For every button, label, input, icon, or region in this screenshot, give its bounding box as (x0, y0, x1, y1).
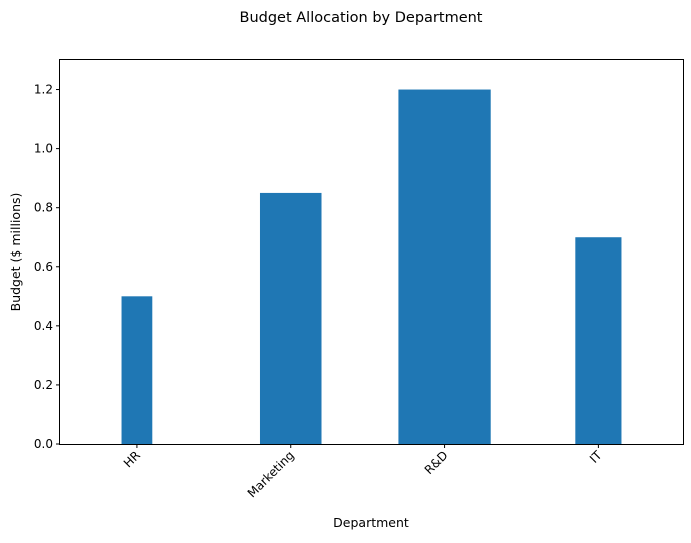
y-tick-label: 0.8 (34, 201, 53, 215)
bar-r-d (398, 89, 491, 445)
y-tick-label: 0.6 (34, 260, 53, 274)
y-axis-label: Budget ($ millions) (8, 193, 23, 312)
plot-frame (59, 59, 684, 445)
bar-it (575, 237, 622, 444)
y-tick-label: 0.2 (34, 378, 53, 392)
y-tick-label: 1.2 (34, 83, 53, 97)
bar-hr (121, 296, 153, 444)
y-tick-label: 1.0 (34, 142, 53, 156)
x-tick-label: Marketing (245, 448, 297, 500)
chart-title: Budget Allocation by Department (240, 10, 483, 26)
x-tick-label: HR (121, 448, 143, 470)
x-tick-label: R&D (422, 448, 451, 477)
x-axis-ticks: HR Marketing R&D IT (121, 444, 605, 500)
bar-marketing (259, 192, 322, 444)
x-tick-label: IT (587, 448, 605, 466)
y-tick-label: 0.4 (34, 319, 53, 333)
bars-group (121, 89, 622, 445)
x-axis-label: Department (333, 515, 409, 530)
y-tick-label: 0.0 (34, 437, 53, 451)
y-axis-ticks: 0.0 0.2 0.4 0.6 0.8 1.0 1.2 (34, 83, 60, 451)
